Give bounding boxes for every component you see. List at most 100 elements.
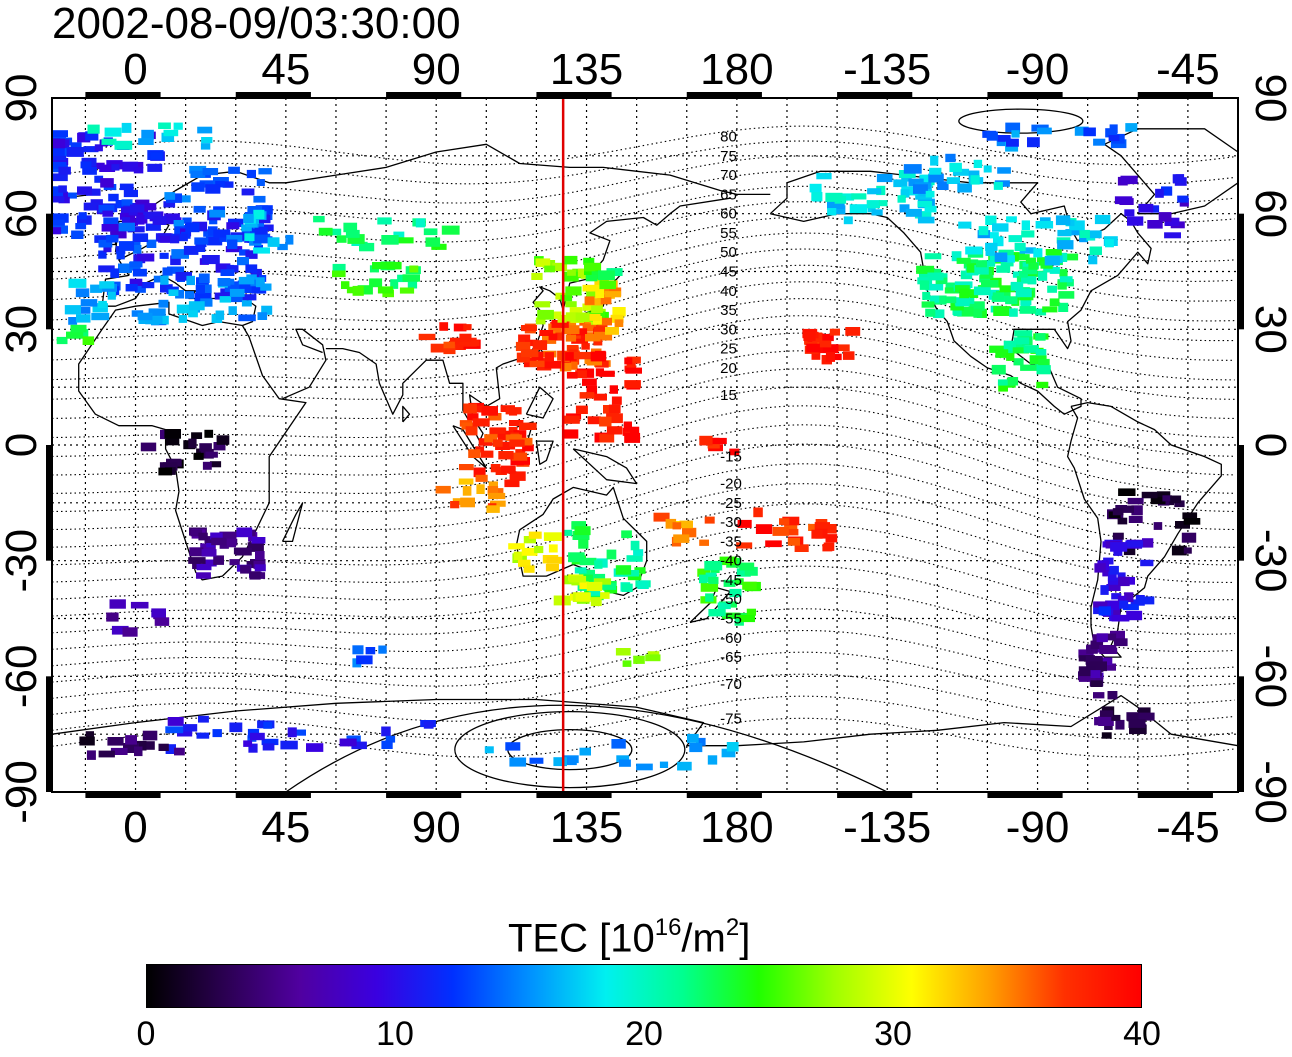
tec-cell xyxy=(143,211,161,220)
tec-cell xyxy=(593,326,605,333)
tec-cell xyxy=(1088,255,1098,265)
tec-cell xyxy=(1069,220,1085,231)
tec-cell xyxy=(572,531,590,540)
tec-cell xyxy=(139,203,157,211)
tec-cell xyxy=(544,352,554,362)
contour-label: 80 xyxy=(720,129,737,146)
colorbar-tick-label: 10 xyxy=(376,1015,414,1053)
tec-cell xyxy=(200,298,213,307)
tec-cell xyxy=(1127,497,1144,505)
tec-cell xyxy=(946,177,960,184)
tec-cell xyxy=(159,252,169,259)
tec-cell xyxy=(267,237,280,247)
tec-cell xyxy=(418,333,436,341)
tec-cell xyxy=(1140,559,1154,567)
tec-cell xyxy=(565,286,582,296)
tec-cell xyxy=(893,179,908,188)
tec-world-map: 80 75 70 65 60 55 50 45 40 35 30 25 20 15 -15 -20 -25 -30… xyxy=(0,45,1292,852)
tec-cell xyxy=(176,304,195,314)
tec-cell xyxy=(606,426,623,435)
tec-cell xyxy=(251,285,267,294)
tec-cell xyxy=(68,278,87,288)
tec-cell xyxy=(357,285,373,295)
tec-cell xyxy=(913,184,928,194)
tec-cell xyxy=(121,122,132,133)
tec-cell xyxy=(564,255,578,265)
tec-cell xyxy=(197,126,213,134)
tec-cell xyxy=(1012,254,1030,261)
tec-cell xyxy=(173,122,183,130)
contour-label: 50 xyxy=(720,244,737,261)
tec-cell xyxy=(226,538,236,548)
tec-cell xyxy=(600,294,612,305)
tec-cell xyxy=(77,132,91,143)
tec-cell xyxy=(1078,673,1096,682)
tec-cell xyxy=(561,319,577,330)
tec-cell xyxy=(458,478,474,485)
tec-cell xyxy=(1112,508,1124,516)
tec-cell xyxy=(160,236,176,243)
tec-cell xyxy=(914,211,932,219)
tec-cell xyxy=(521,457,530,465)
tec-cell xyxy=(562,415,580,424)
tec-cell xyxy=(462,486,472,496)
tec-cell xyxy=(1020,364,1038,371)
tec-cell xyxy=(968,170,980,179)
tec-cell xyxy=(1005,122,1021,133)
tec-cell xyxy=(141,282,155,289)
contour-line xyxy=(51,201,1235,263)
tec-cell xyxy=(306,743,324,752)
tec-cell xyxy=(435,485,451,494)
tec-cell xyxy=(205,184,221,194)
tec-cell xyxy=(721,612,740,619)
tec-cell xyxy=(925,283,944,291)
tec-cell xyxy=(184,291,194,299)
tec-cell xyxy=(567,269,576,276)
tec-cell xyxy=(1090,640,1104,650)
tec-cell xyxy=(235,284,253,294)
tec-cell xyxy=(255,277,265,288)
tec-cell xyxy=(248,743,258,753)
tec-cell xyxy=(132,245,142,254)
lat-label-right: 90 xyxy=(1246,74,1292,123)
tec-cell xyxy=(230,296,243,303)
tec-cell xyxy=(583,257,595,265)
tec-cell xyxy=(509,757,527,767)
lon-label-top: -45 xyxy=(1156,45,1220,94)
tec-cell xyxy=(1102,566,1112,577)
tec-cell xyxy=(207,236,223,246)
tec-cell xyxy=(981,280,999,288)
tec-cell xyxy=(459,333,472,342)
lon-label-top: 135 xyxy=(550,45,623,94)
tec-cell xyxy=(765,540,782,548)
tec-cell xyxy=(626,356,641,364)
lon-label-bottom: -90 xyxy=(1006,803,1070,852)
tec-cell xyxy=(614,319,624,327)
tec-cell xyxy=(196,572,211,579)
tec-cell xyxy=(917,200,933,208)
tec-cell xyxy=(198,532,208,541)
tec-cell xyxy=(136,215,145,225)
lat-label-right: -90 xyxy=(1246,760,1292,824)
lon-label-top: 45 xyxy=(261,45,310,94)
tec-cell xyxy=(565,757,577,766)
tec-cell xyxy=(974,265,989,275)
tec-cell xyxy=(965,246,983,255)
tec-cell xyxy=(241,224,252,232)
tec-cell xyxy=(1182,512,1198,520)
tec-cell xyxy=(1175,521,1190,529)
tec-cell xyxy=(665,518,677,529)
frame-ticks xyxy=(46,92,1244,798)
tec-cell xyxy=(352,285,364,296)
tec-cell xyxy=(615,565,632,575)
tec-cell xyxy=(598,270,615,280)
tec-cell xyxy=(575,312,590,322)
tec-cell xyxy=(393,231,405,240)
tec-cell xyxy=(253,195,266,203)
tec-cell xyxy=(544,360,562,369)
tec-cell xyxy=(528,531,542,539)
tec-cell xyxy=(1113,548,1123,556)
contour-label: -30 xyxy=(720,514,742,531)
tec-cell xyxy=(585,274,598,282)
tec-cell xyxy=(739,562,755,571)
